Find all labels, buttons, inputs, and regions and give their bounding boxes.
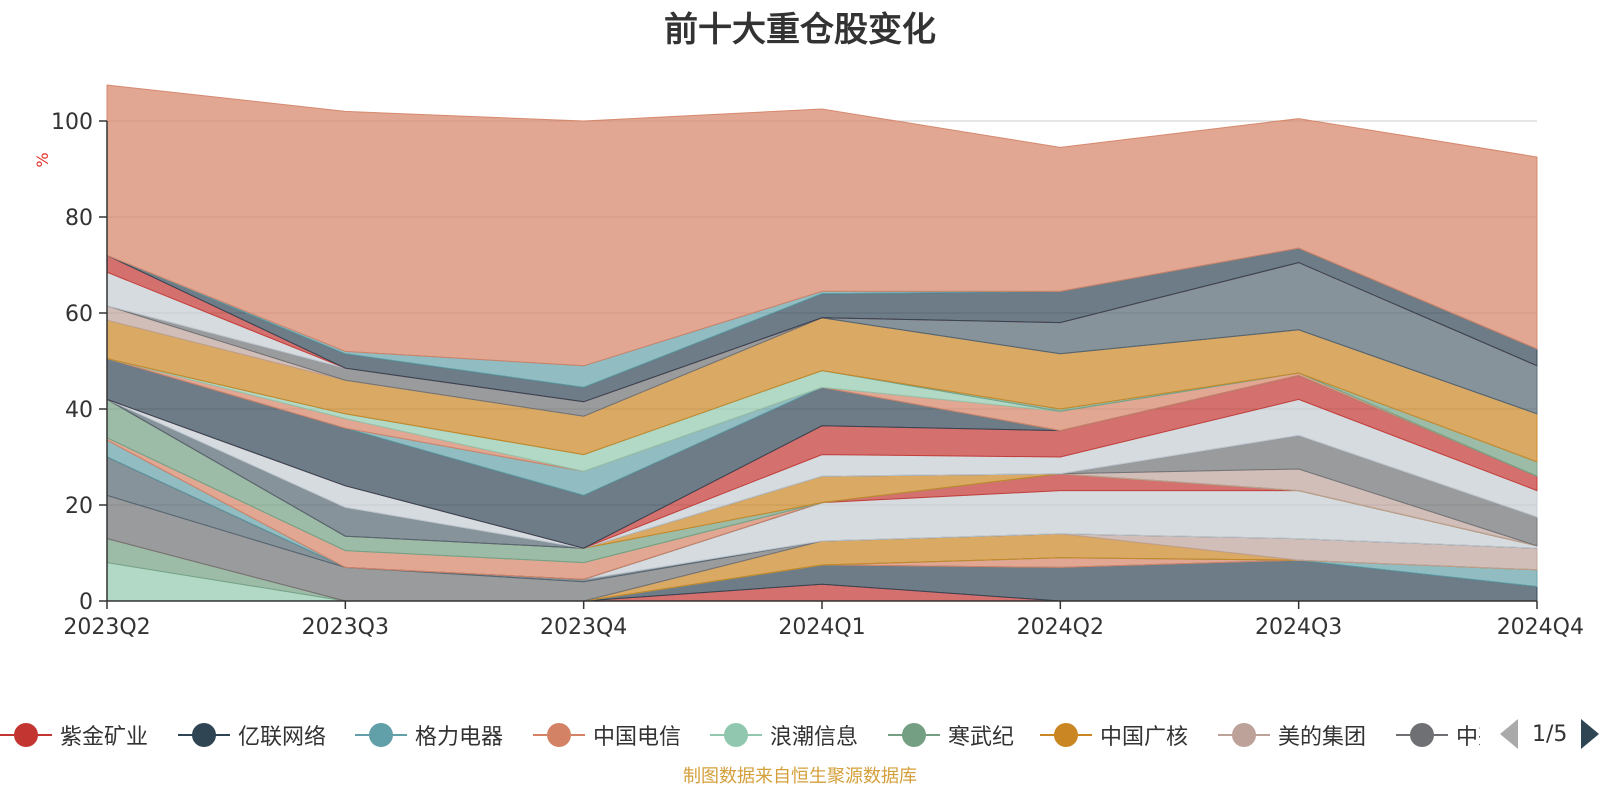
- y-tick-label: 100: [51, 110, 93, 135]
- area-series-36[interactable]: [106, 84, 1538, 367]
- legend-marker-icon: [533, 723, 585, 747]
- legend-prev-arrow-icon[interactable]: [1500, 719, 1518, 749]
- legend-marker-icon: [1040, 723, 1092, 747]
- legend-label: 格力电器: [415, 725, 504, 750]
- x-tick-label: 2023Q2: [63, 615, 150, 640]
- legend: 紫金矿业 亿联网络 格力电器 中国电信 浪潮信息 寒武纪 中国广核 美的集团 中兴通讯: [0, 715, 1480, 755]
- legend-label: 中国广核: [1100, 725, 1189, 750]
- legend-next-arrow-icon[interactable]: [1581, 719, 1600, 749]
- legend-marker-icon: [888, 723, 940, 747]
- data-source-note: 制图数据来自恒生聚源数据库: [683, 766, 917, 787]
- y-axis-unit-label: %: [33, 152, 52, 167]
- legend-item[interactable]: 中兴通讯: [1396, 715, 1480, 755]
- legend-marker-icon: [1396, 723, 1448, 747]
- legend-label: 美的集团: [1278, 725, 1367, 750]
- y-tick-label: 60: [65, 302, 93, 327]
- y-tick-label: 80: [65, 206, 93, 231]
- legend-marker-icon: [710, 723, 762, 747]
- legend-label: 中国电信: [593, 725, 682, 750]
- x-tick-label: 2023Q4: [540, 615, 627, 640]
- y-tick-label: 40: [65, 398, 93, 423]
- legend-label: 寒武纪: [948, 725, 1015, 750]
- legend-label: 亿联网络: [238, 725, 327, 750]
- legend-item[interactable]: 紫金矿业: [0, 715, 148, 755]
- legend-item[interactable]: 格力电器: [355, 715, 503, 755]
- chart-title: 前十大重仓股变化: [664, 10, 936, 50]
- legend-item[interactable]: 亿联网络: [178, 715, 326, 755]
- x-tick-label: 2024Q2: [1017, 615, 1104, 640]
- legend-marker-icon: [178, 723, 230, 747]
- x-tick-label: 2024Q1: [778, 615, 865, 640]
- legend-pager: 1/5: [1500, 716, 1600, 752]
- legend-label: 浪潮信息: [770, 725, 859, 750]
- legend-item[interactable]: 寒武纪: [888, 715, 1014, 755]
- legend-marker-icon: [1218, 723, 1270, 747]
- y-tick-label: 20: [65, 494, 93, 519]
- legend-item[interactable]: 中国电信: [533, 715, 681, 755]
- legend-item[interactable]: 浪潮信息: [710, 715, 858, 755]
- legend-label: 紫金矿业: [60, 725, 149, 750]
- x-tick-label: 2024Q4: [1497, 615, 1584, 640]
- x-tick-label: 2024Q3: [1255, 615, 1342, 640]
- legend-label: 中兴通讯: [1456, 725, 1480, 750]
- legend-item[interactable]: 中国广核: [1040, 715, 1188, 755]
- legend-marker-icon: [355, 723, 407, 747]
- legend-marker-icon: [0, 723, 52, 747]
- legend-item[interactable]: 美的集团: [1218, 715, 1366, 755]
- x-tick-label: 2023Q3: [302, 615, 389, 640]
- area-layer: [106, 84, 1538, 602]
- chart-plot: 0 20 40 60 80 100 2023Q2 2023Q3 2023Q4 2024Q1 2024…: [33, 84, 1584, 640]
- legend-page-indicator: 1/5: [1532, 721, 1568, 747]
- axis-layer: 0 20 40 60 80 100 2023Q2 2023Q3 2023Q4 2024Q1 2024…: [51, 110, 1584, 640]
- y-tick-label: 0: [79, 590, 93, 615]
